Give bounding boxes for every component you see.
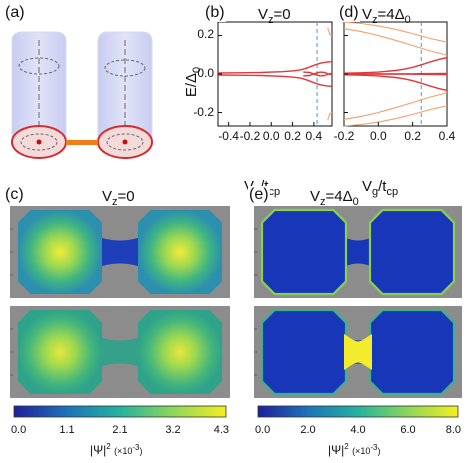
right-lobe	[370, 310, 454, 394]
y-tick-label-b: -0.2	[193, 104, 214, 119]
colorbar-tick-c: 0.0	[10, 424, 27, 436]
plot-frame-b	[217, 21, 333, 127]
panel-label-e: (e)	[248, 186, 270, 204]
panel-label-c: (c)	[4, 186, 25, 204]
heatmap-c-bottom	[10, 306, 230, 398]
plot-frame-d	[343, 21, 448, 127]
title-d: Vz=4Δ0	[362, 6, 411, 26]
title-b: Vz=0	[258, 6, 291, 26]
lobe-edge-state	[368, 208, 456, 296]
panel-label-d: (d)	[338, 4, 360, 22]
energy-level-d-7	[344, 73, 448, 76]
bridge-region	[96, 336, 144, 368]
left-lobe	[262, 310, 346, 394]
colorbar-label-e: |Ψ|2 (×10-3)	[328, 442, 381, 457]
right-lobe	[370, 210, 454, 294]
y-tick-label-b: 0.2	[197, 27, 214, 42]
x-tick-label-d: 0.0	[369, 129, 387, 143]
colorbar-tick-c: 4.3	[213, 424, 230, 436]
colorbar-tick-e: 6.0	[400, 424, 416, 436]
energy-level-d-4	[343, 56, 448, 74]
left-lobe	[18, 310, 102, 394]
heatmap-background	[254, 206, 462, 298]
energy-level-d-1	[343, 105, 448, 127]
colorbar-tick-e: 2.0	[300, 424, 316, 436]
x-tick-label-d: -0.2	[333, 129, 355, 143]
bridge-region	[340, 336, 376, 368]
x-tick-label-d: 0.4	[438, 129, 456, 143]
x-tick-label-b: 0.4	[305, 129, 323, 143]
x-tick-label-d: 0.2	[404, 129, 421, 143]
energy-level-b-5	[327, 112, 333, 121]
left-lobe	[18, 210, 102, 294]
energy-level-d-3	[343, 92, 448, 120]
heatmap-background	[254, 306, 462, 398]
colorbar-tick-e: 4.0	[350, 424, 366, 436]
energy-level-b-4	[327, 27, 333, 36]
energy-level-d-2	[343, 28, 448, 56]
colorbar-c	[13, 405, 227, 418]
x-axis-label-d: Vg/tcp	[362, 178, 399, 198]
colorbar-tick-e: 8.0	[445, 424, 462, 436]
x-tick-label-b: -0.2	[239, 129, 261, 143]
lobe-edge-state	[260, 308, 348, 396]
panel-label-a: (a)	[4, 4, 26, 22]
bridge-mode	[344, 334, 372, 370]
energy-level-d-6	[344, 72, 448, 75]
colorbar-label-c: |Ψ|2 (×10-3)	[90, 442, 143, 457]
bridge-region	[340, 236, 376, 268]
colorbar-e	[257, 405, 459, 418]
energy-level-b-3	[303, 71, 333, 77]
x-tick-label-b: 0.0	[262, 129, 280, 143]
left-top-orbit	[18, 57, 60, 75]
energy-level-b-2	[303, 71, 333, 77]
coupling-bar	[66, 140, 98, 145]
energy-level-b-0	[217, 61, 333, 74]
heatmap-background	[10, 306, 230, 398]
right-lobe	[138, 310, 222, 394]
lobe-edge-state	[368, 308, 456, 396]
bridge-region	[96, 236, 144, 268]
colorbar-tick-c: 2.1	[112, 424, 128, 436]
schematic-diagram	[11, 31, 153, 159]
left-lobe	[262, 210, 346, 294]
energy-level-b-1	[217, 74, 333, 87]
x-tick-label-b: 0.2	[284, 129, 301, 143]
left-red-dot	[36, 139, 42, 145]
lobe-edge-state	[260, 208, 348, 296]
x-tick-label-b: -0.4	[218, 129, 239, 143]
title-c: Vz=0	[102, 188, 135, 208]
right-lobe	[138, 210, 222, 294]
heatmap-e-top	[254, 206, 462, 298]
heatmap-background	[10, 206, 230, 298]
right-red-dot	[122, 139, 128, 145]
colorbar-tick-c: 3.2	[165, 424, 181, 436]
y-tick-label-b: 0.0	[197, 66, 214, 80]
colorbar-tick-e: 0.0	[254, 424, 271, 436]
panel-label-b: (b)	[204, 4, 226, 22]
energy-level-d-5	[343, 74, 448, 92]
colorbar-tick-c: 1.1	[59, 424, 75, 436]
title-e: Vz=4Δ0	[310, 188, 359, 208]
heatmap-c-top	[10, 206, 230, 298]
heatmap-e-bottom	[254, 306, 462, 398]
